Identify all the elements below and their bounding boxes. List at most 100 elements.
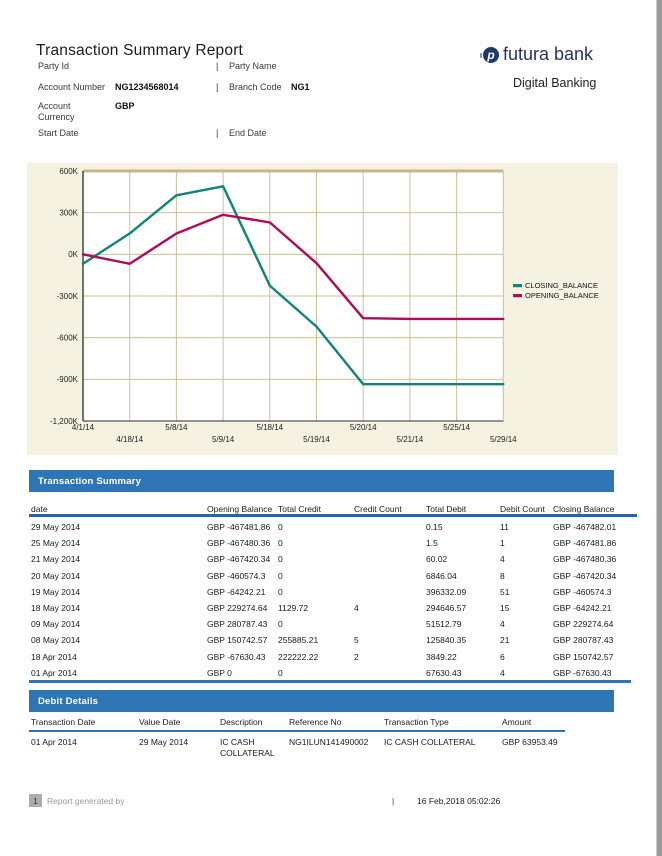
- table-cell: 29 May 2014: [31, 522, 81, 532]
- table-cell: 21 May 2014: [31, 554, 81, 565]
- debit-details-section-title: Debit Details: [38, 695, 99, 707]
- table-cell: 2: [354, 651, 359, 662]
- table-cell: GBP -467482.01: [553, 522, 617, 532]
- x-axis-tick-label: 5/18/14: [256, 423, 283, 432]
- table-cell: 0: [278, 522, 283, 532]
- table-cell: 08 May 2014: [31, 635, 81, 646]
- y-axis-tick-label: -600K: [57, 333, 79, 342]
- table-cell: GBP 0: [207, 667, 232, 678]
- table-cell: 51: [500, 586, 510, 597]
- start-date-label: Start Date: [38, 128, 79, 138]
- table-cell: 4: [500, 619, 505, 630]
- table-cell: 3849.22: [426, 651, 457, 662]
- branch-code-label: Branch Code: [229, 82, 282, 92]
- column-header: Total Credit: [278, 504, 321, 514]
- table-cell: GBP 280787.43: [553, 635, 614, 646]
- table-cell: 60.02: [426, 554, 448, 565]
- x-axis-tick-label: 5/9/14: [212, 435, 235, 444]
- column-header: Credit Count: [354, 504, 402, 514]
- column-header: date: [31, 504, 48, 514]
- column-header: Debit Count: [500, 504, 545, 514]
- x-axis-tick-label: 5/19/14: [303, 435, 330, 444]
- legend-label: OPENING_BALANCE: [525, 291, 599, 300]
- table-cell: 01 Apr 2014: [31, 737, 77, 747]
- legend-label: CLOSING_BALANCE: [525, 281, 598, 290]
- column-header: Opening Balance: [207, 504, 273, 514]
- column-header: Value Date: [139, 717, 181, 727]
- x-axis-tick-label: 5/8/14: [165, 423, 188, 432]
- futura-bank-logo-icon: p: [480, 47, 499, 63]
- x-axis-tick-label: 5/25/14: [443, 423, 470, 432]
- x-axis-tick-label: 5/20/14: [350, 423, 377, 432]
- series-line-closing_balance: [81, 185, 505, 386]
- table-cell: 396332.09: [426, 586, 467, 597]
- series-line-opening_balance: [81, 213, 505, 321]
- page-right-edge: [656, 0, 662, 856]
- summary-bottom-rule: [29, 680, 631, 683]
- column-header: Transaction Date: [31, 717, 96, 727]
- table-cell: 0: [278, 538, 283, 549]
- x-axis-tick-label: 4/1/14: [72, 423, 95, 432]
- x-axis-tick-label: 5/29/14: [490, 435, 517, 444]
- table-cell: 0: [278, 667, 283, 678]
- table-cell: 4: [354, 603, 359, 613]
- y-axis-tick-label: 0K: [68, 250, 78, 259]
- party-name-label: Party Name: [229, 61, 277, 71]
- column-header: Transaction Type: [384, 717, 449, 727]
- table-cell: 255885.21: [278, 635, 319, 646]
- end-date-label: End Date: [229, 128, 267, 138]
- page-title: Transaction Summary Report: [36, 42, 244, 59]
- account-currency-label-line1: Account: [38, 101, 71, 111]
- table-cell: GBP -467420.34: [207, 554, 271, 565]
- column-header: Closing Balance: [553, 504, 615, 514]
- account-currency-label-line2: Currency: [38, 112, 75, 122]
- table-cell: 294646.57: [426, 603, 467, 613]
- table-cell: 1129.72: [278, 603, 309, 613]
- debit-details-section-header: Debit Details: [29, 690, 614, 712]
- y-axis-tick-label: 300K: [59, 208, 78, 217]
- table-cell: 5: [354, 635, 359, 646]
- page-number-badge: 1: [29, 794, 42, 807]
- y-axis-tick-label: -1,200K: [50, 417, 79, 426]
- debit-header-rule: [29, 730, 565, 732]
- account-currency-value: GBP: [115, 101, 135, 111]
- x-axis-tick-label: 5/21/14: [397, 435, 424, 444]
- table-cell: 1: [500, 538, 505, 549]
- page-number: 1: [33, 795, 38, 806]
- table-cell: 6: [500, 651, 505, 662]
- table-cell: 0: [278, 586, 283, 597]
- table-cell: 0: [278, 570, 283, 581]
- table-cell: GBP -64242.21: [553, 603, 612, 613]
- table-cell: 222222.22: [278, 651, 319, 662]
- table-cell: GBP -460574.3: [553, 586, 612, 597]
- table-cell: 09 May 2014: [31, 619, 81, 630]
- generated-by-label: Report generated by: [47, 796, 125, 806]
- table-cell: 0: [278, 619, 283, 630]
- table-cell: GBP -67630.43: [553, 667, 612, 678]
- table-cell: GBP -467420.34: [553, 570, 617, 581]
- legend-marker: [513, 294, 522, 298]
- field-separator: |: [216, 82, 219, 92]
- balance-chart: 600K 300K 0K -300K -600K -900K -1,200K 4/1/14 4/…: [27, 163, 618, 455]
- table-cell: 4: [500, 554, 505, 565]
- table-cell: GBP 63953.49: [502, 737, 558, 747]
- table-cell: 11: [500, 522, 509, 532]
- table-cell: GBP -467481.86: [207, 522, 271, 532]
- table-cell: GBP -467480.36: [553, 554, 617, 565]
- table-cell: GBP -467481.86: [553, 538, 617, 549]
- branch-code-value: NG1: [291, 82, 310, 92]
- account-number-value: NG1234568014: [115, 82, 179, 92]
- column-header: Amount: [502, 717, 532, 727]
- table-cell: NG1ILUN141490002: [289, 737, 369, 747]
- table-cell: GBP -460574.3: [207, 570, 266, 581]
- table-cell: GBP 280787.43: [207, 619, 268, 630]
- table-cell: 25 May 2014: [31, 538, 81, 549]
- table-cell: 51512.79: [426, 619, 462, 630]
- x-axis-tick-label: 4/18/14: [116, 435, 143, 444]
- table-cell: 0.15: [426, 522, 443, 532]
- table-cell: GBP -67630.43: [207, 651, 266, 662]
- table-cell: 6846.04: [426, 570, 457, 581]
- account-number-label: Account Number: [38, 82, 106, 92]
- table-cell: GBP 229274.64: [553, 619, 614, 630]
